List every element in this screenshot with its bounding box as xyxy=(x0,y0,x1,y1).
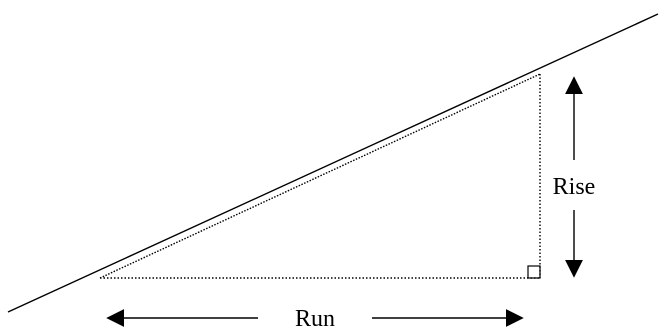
slope-line xyxy=(7,13,659,313)
hypotenuse-dotted xyxy=(99,73,541,279)
run-label: Run xyxy=(295,306,335,327)
right-angle-marker xyxy=(527,265,541,279)
rise-label: Rise xyxy=(553,174,596,200)
